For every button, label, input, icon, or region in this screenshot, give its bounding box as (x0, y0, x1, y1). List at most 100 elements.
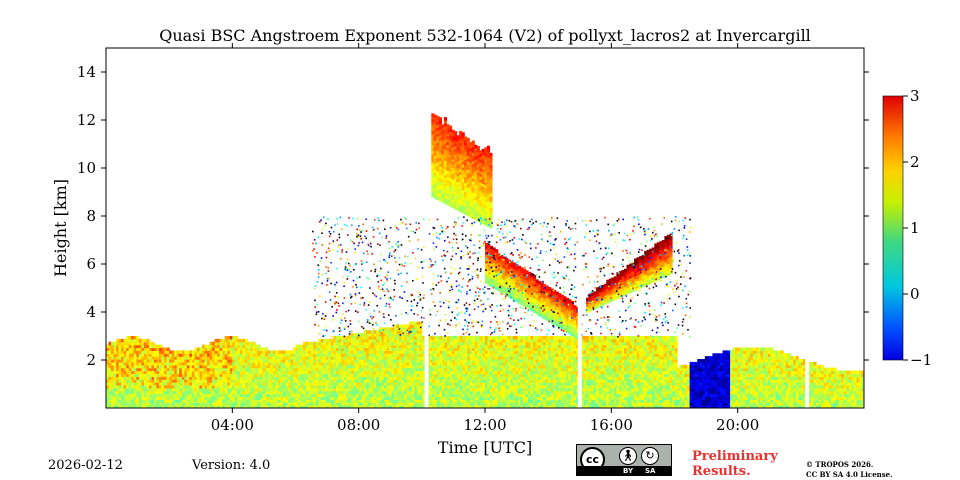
heatmap-cell (396, 350, 400, 354)
heatmap-cell (356, 373, 360, 377)
heatmap-cell (436, 364, 441, 369)
heatmap-cell (611, 399, 615, 403)
heatmap-cell (361, 356, 365, 360)
heatmap-cell (207, 359, 211, 363)
heatmap-cell (399, 405, 403, 408)
heatmap-cell (214, 359, 218, 363)
heatmap-cell (550, 356, 554, 360)
heatmap-cell (126, 359, 130, 363)
heatmap-cell (270, 399, 274, 403)
heatmap-cell (214, 379, 218, 383)
heatmap-cell (121, 387, 125, 392)
heatmap-cell (495, 370, 499, 375)
heatmap-cell (128, 341, 132, 346)
heatmap-cell (196, 373, 201, 377)
heatmap-cell (429, 338, 433, 343)
heatmap-cell (507, 373, 511, 377)
heatmap-cell (116, 399, 120, 403)
heatmap-cell (492, 379, 496, 383)
heatmap-cell (570, 402, 575, 406)
heatmap-cell (616, 344, 620, 349)
heatmap-cell (181, 350, 185, 354)
heatmap-cell (373, 353, 377, 357)
heatmap-cell (214, 393, 218, 398)
heatmap-cell (136, 393, 140, 398)
heatmap-cell (469, 396, 473, 400)
heatmap-cell (454, 379, 458, 383)
heatmap-cell (452, 370, 456, 375)
heatmap-cell (623, 405, 628, 408)
heatmap-cell (191, 359, 196, 363)
heatmap-cell (487, 356, 491, 360)
heatmap-cell (378, 353, 383, 357)
heatmap-cell (338, 336, 342, 340)
heatmap-cell (581, 393, 585, 398)
heatmap-cell (429, 396, 433, 400)
heatmap-cell (305, 393, 309, 398)
heatmap-cell (467, 390, 471, 395)
heatmap-cell (323, 402, 327, 406)
heatmap-cell (550, 336, 554, 340)
heatmap-cell (204, 356, 208, 360)
heatmap-cell (356, 338, 360, 343)
heatmap-cell (318, 356, 322, 360)
heatmap-cell (363, 390, 367, 395)
heatmap-cell (272, 399, 276, 403)
heatmap-cell (442, 353, 446, 357)
heatmap-cell (330, 344, 334, 349)
heatmap-cell (391, 387, 395, 392)
heatmap-cell (611, 376, 615, 380)
heatmap-cell (447, 376, 451, 380)
heatmap-cell (300, 384, 304, 389)
heatmap-cell (373, 367, 377, 372)
heatmap-cell (618, 367, 623, 372)
heatmap-cell (467, 367, 471, 372)
heatmap-cell (586, 361, 590, 366)
heatmap-cell (138, 382, 142, 386)
heatmap-cell (538, 336, 542, 340)
heatmap-cell (383, 336, 388, 340)
heatmap-cell (482, 359, 486, 363)
heatmap-cell (338, 361, 342, 366)
heatmap-cell (353, 405, 357, 408)
heatmap-cell (581, 396, 585, 400)
heatmap-cell (550, 382, 554, 386)
heatmap-cell (462, 361, 466, 366)
heatmap-cell (194, 399, 198, 403)
heatmap-cell (212, 405, 216, 408)
heatmap-cell (244, 359, 249, 363)
heatmap-cell (184, 359, 188, 363)
heatmap-cell (255, 382, 259, 386)
heatmap-cell (244, 376, 249, 380)
heatmap-cell (244, 344, 249, 349)
heatmap-cell (606, 361, 610, 366)
heatmap-cell (141, 370, 145, 375)
heatmap-cell (298, 359, 302, 363)
heatmap-cell (515, 344, 519, 349)
heatmap-cell (490, 376, 494, 380)
heatmap-cell (558, 382, 562, 386)
heatmap-cell (353, 333, 357, 337)
heatmap-cell (260, 390, 264, 395)
heatmap-cell (123, 390, 127, 395)
heatmap-cell (474, 382, 479, 386)
heatmap-cell (318, 353, 322, 357)
heatmap-cell (257, 402, 261, 406)
heatmap-cell (517, 347, 521, 351)
heatmap-cell (545, 367, 549, 372)
heatmap-cell (500, 341, 504, 346)
heatmap-cell (174, 367, 178, 372)
heatmap-cell (361, 347, 365, 351)
heatmap-cell (442, 356, 446, 360)
heatmap-cell (558, 370, 562, 375)
heatmap-cell (406, 399, 410, 403)
heatmap-cell (346, 402, 350, 406)
heatmap-cell (512, 390, 516, 395)
heatmap-cell (285, 350, 289, 354)
heatmap-cell (151, 382, 155, 386)
heatmap-cell (487, 350, 491, 354)
heatmap-cell (250, 370, 254, 375)
heatmap-cell (490, 390, 494, 395)
heatmap-cell (159, 364, 163, 369)
heatmap-cell (212, 393, 216, 398)
